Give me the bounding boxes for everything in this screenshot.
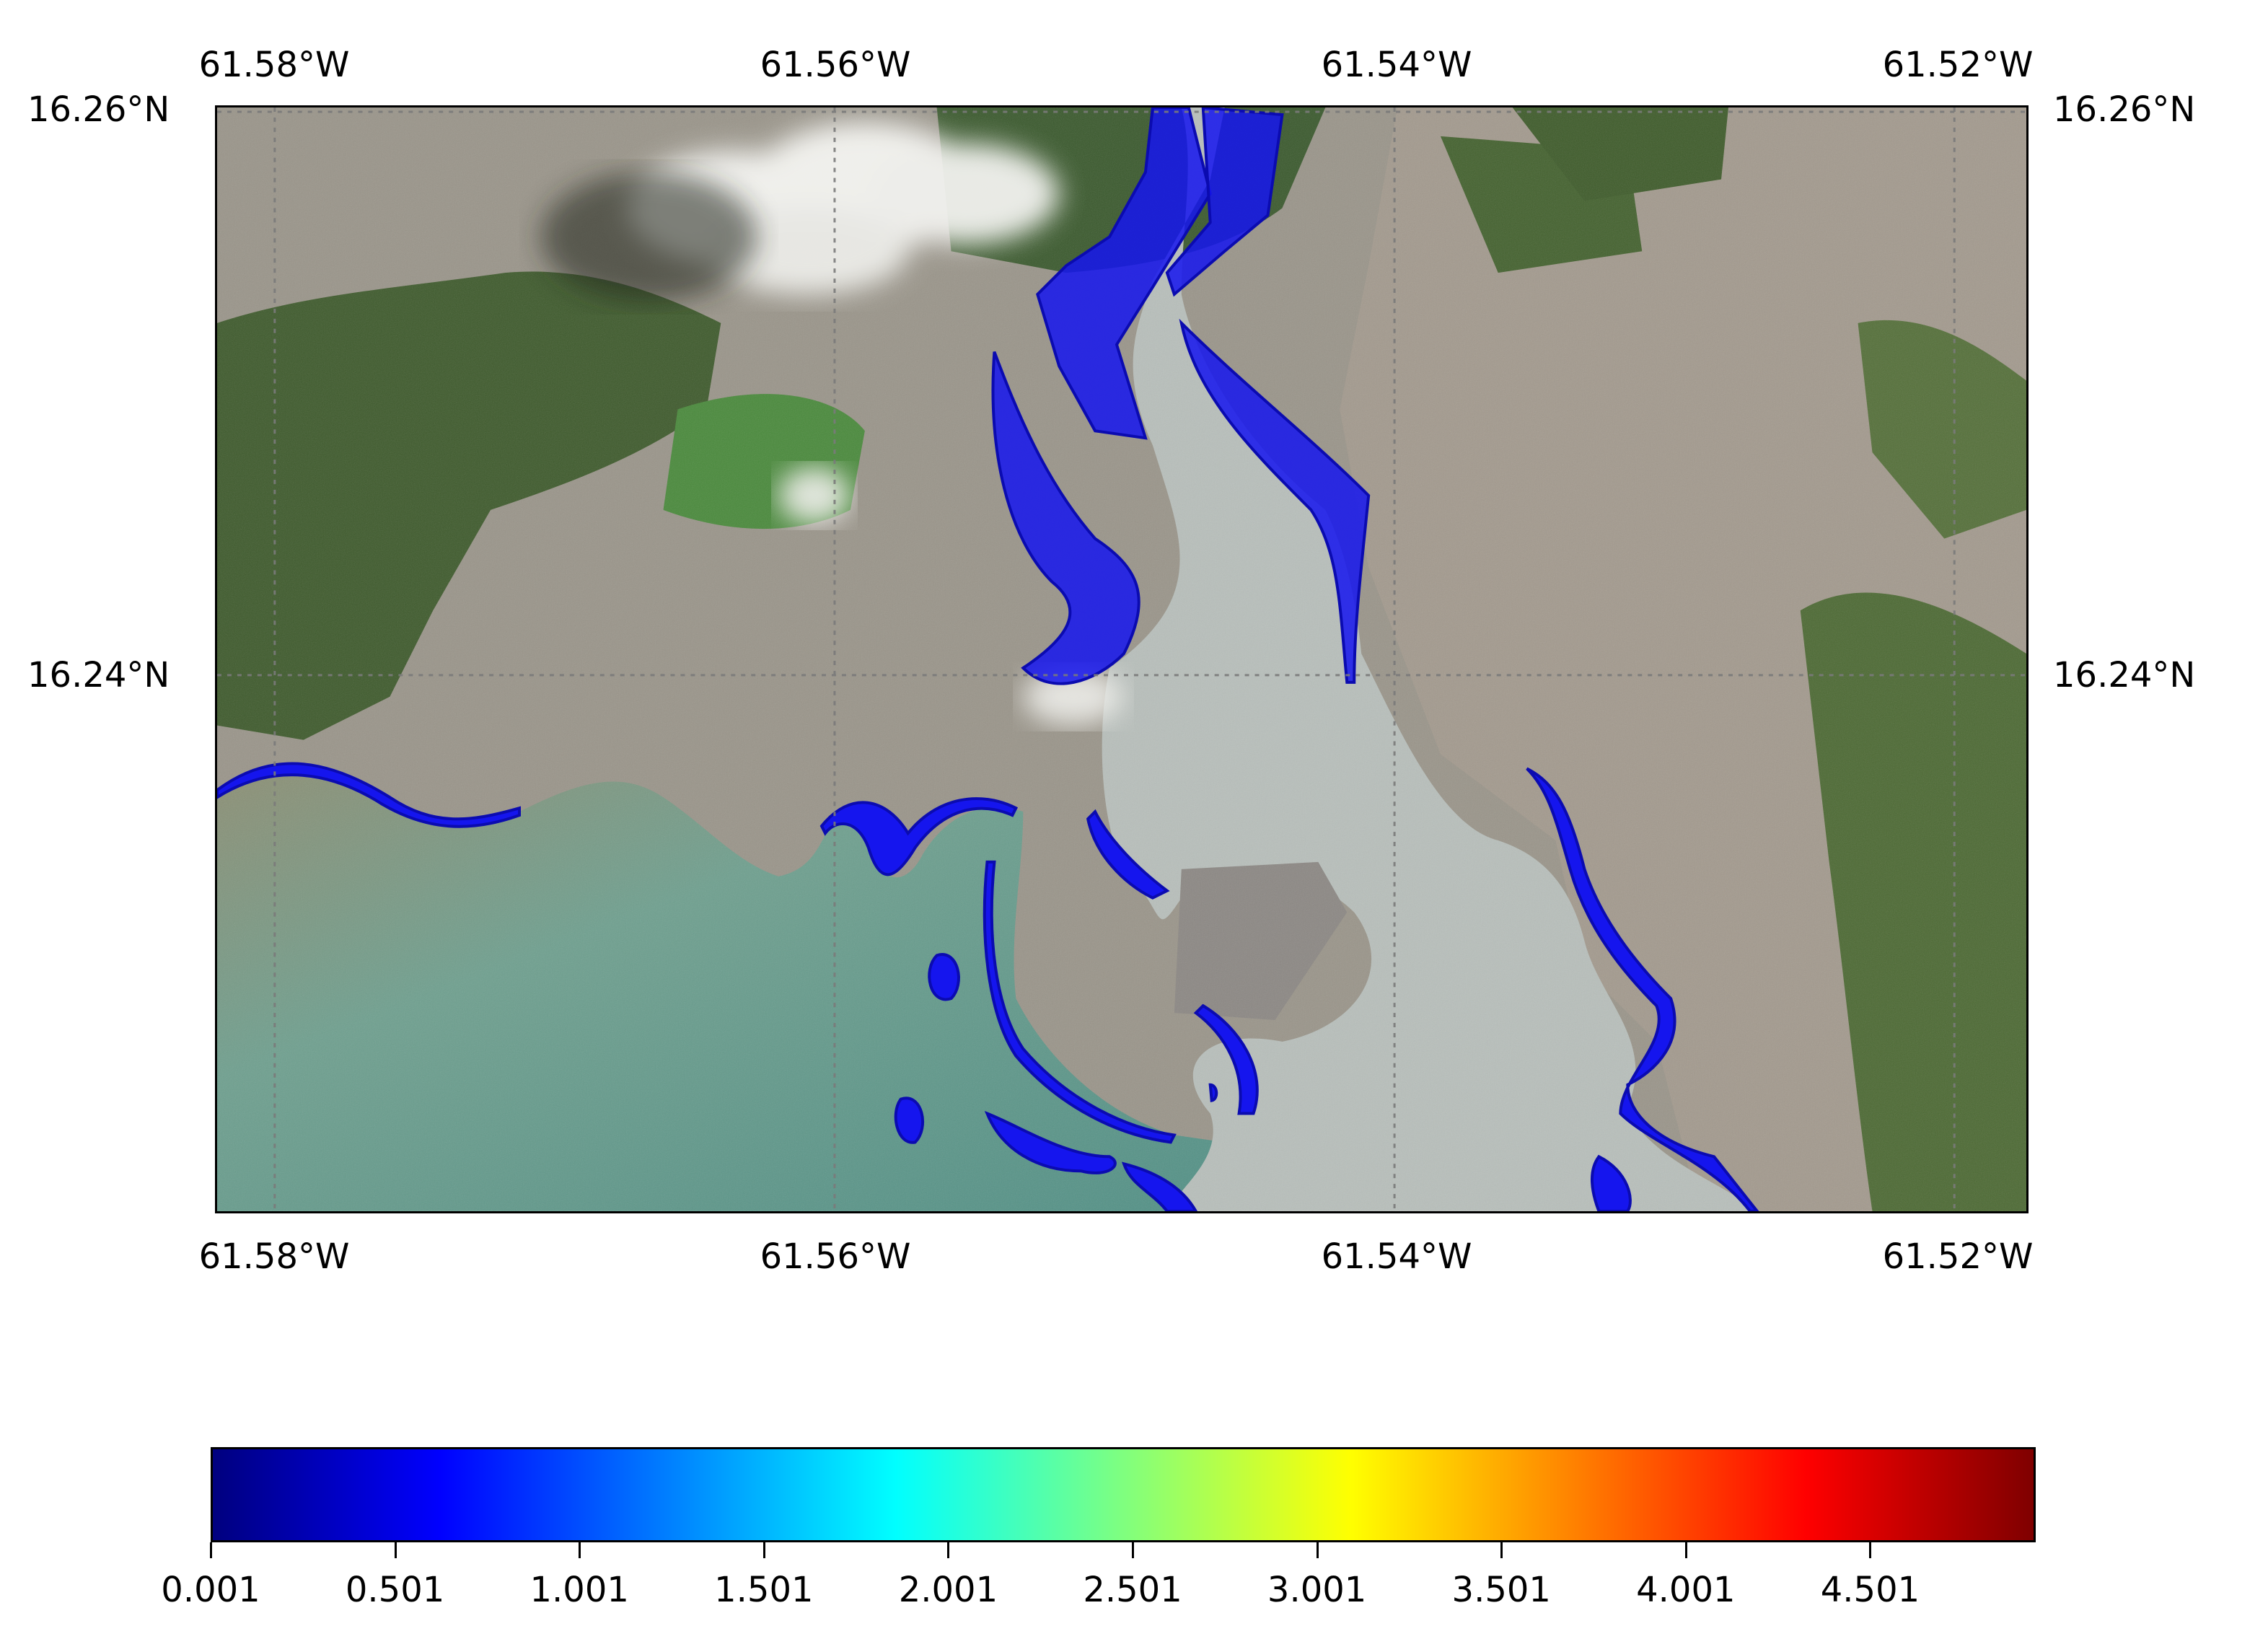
flood-channel-north-east — [1165, 107, 1284, 297]
colorbar-tick-mark — [579, 1542, 581, 1558]
colorbar-tick-label: 4.501 — [1820, 1570, 1920, 1610]
flood-ship-1 — [1208, 1083, 1218, 1102]
flood-island-4 — [1121, 1161, 1198, 1211]
flood-coast-south — [983, 860, 1177, 1144]
lon-label-bottom-1: 61.58°W — [198, 1236, 350, 1277]
flood-port-north — [1086, 809, 1170, 900]
flood-west-bank — [991, 351, 1140, 685]
lat-label-right-1: 16.26°N — [2053, 89, 2196, 130]
colorbar-tick-label: 2.001 — [898, 1570, 998, 1610]
lon-label-bottom-3: 61.54°W — [1321, 1236, 1472, 1277]
lon-label-top-4: 61.52°W — [1882, 45, 2034, 85]
colorbar-tick-mark — [762, 1542, 765, 1558]
cloud-small — [778, 467, 850, 524]
flood-port-edge — [1193, 1003, 1259, 1115]
satellite-map[interactable] — [215, 105, 2029, 1213]
lon-label-top-2: 61.56°W — [760, 45, 911, 85]
colorbar-tick-label: 0.001 — [161, 1570, 260, 1610]
colorbar-tick-label: 2.501 — [1083, 1570, 1182, 1610]
colorbar-tick-mark — [1500, 1542, 1503, 1558]
colorbar-tick-mark — [1869, 1542, 1872, 1558]
flood-island-1 — [928, 953, 960, 1001]
colorbar-tick-mark — [1132, 1542, 1135, 1558]
flood-east-inlet — [1591, 1154, 1632, 1211]
flood-island-2 — [894, 1097, 925, 1144]
colorbar-tick-label: 3.501 — [1451, 1570, 1551, 1610]
colorbar-tick-mark — [210, 1542, 212, 1558]
lat-label-left-2: 16.24°N — [27, 655, 170, 695]
colorbar-tick-label: 3.001 — [1267, 1570, 1367, 1610]
lon-label-bottom-2: 61.56°W — [760, 1236, 911, 1277]
colorbar-tick-label: 1.001 — [529, 1570, 629, 1610]
graticule — [217, 107, 2026, 1211]
colorbar-tick-mark — [1684, 1542, 1687, 1558]
lon-label-bottom-4: 61.52°W — [1882, 1236, 2034, 1277]
flood-east-coast — [1526, 767, 1759, 1211]
flood-extent — [217, 107, 1759, 1211]
colorbar-tick-label: 1.501 — [714, 1570, 814, 1610]
lat-label-right-2: 16.24°N — [2053, 655, 2196, 695]
flood-east-bank — [1179, 318, 1371, 684]
map-imagery — [217, 107, 2026, 1211]
colorbar-tick-label: 0.501 — [345, 1570, 445, 1610]
flood-coast-west — [217, 762, 521, 828]
flood-island-3 — [984, 1110, 1117, 1174]
lon-label-top-3: 61.54°W — [1321, 45, 1472, 85]
colorbar-tick-mark — [394, 1542, 397, 1558]
colorbar-tick-label: 4.001 — [1636, 1570, 1736, 1610]
colorbar-tick-mark — [947, 1542, 950, 1558]
flood-coast-mid — [819, 797, 1019, 876]
lon-label-top-1: 61.58°W — [198, 45, 350, 85]
colorbar — [211, 1447, 2036, 1542]
cloud-shadow — [540, 172, 757, 302]
lat-label-left-1: 16.26°N — [27, 89, 170, 130]
colorbar-tick-mark — [1316, 1542, 1319, 1558]
